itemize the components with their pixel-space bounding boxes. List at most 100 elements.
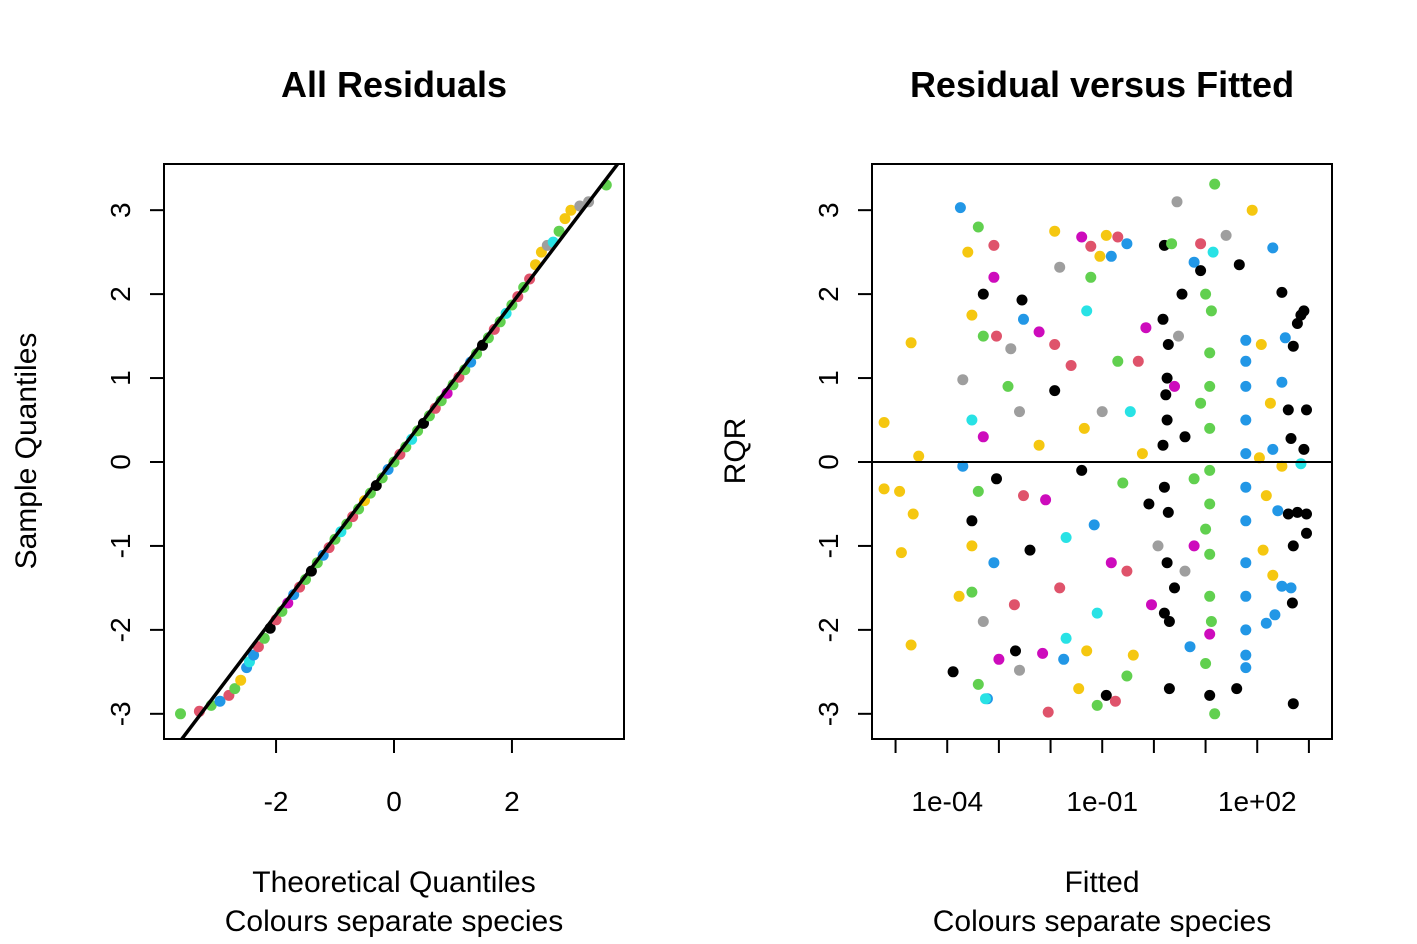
data-point [1033, 326, 1045, 338]
data-point [1161, 372, 1173, 384]
data-point [1204, 498, 1216, 510]
data-point [565, 204, 577, 216]
data-point [1171, 196, 1183, 208]
residual-fitted-x-axis: 1e-04 1e-01 1e+02 [894, 738, 1310, 817]
data-point [988, 557, 1000, 569]
data-point [1267, 443, 1279, 455]
x-tick-label: 2 [504, 786, 520, 817]
y-tick-label: -2 [813, 617, 844, 642]
data-point [905, 639, 917, 651]
data-point [988, 239, 1000, 251]
data-point [1096, 406, 1108, 418]
data-point [1127, 649, 1139, 661]
data-point [1121, 565, 1133, 577]
data-point [1220, 229, 1232, 241]
data-point [1200, 523, 1212, 535]
qq-plot-xlabel-line1: Theoretical Quantiles [252, 866, 535, 899]
data-point [1158, 607, 1170, 619]
data-point [1291, 318, 1303, 329]
data-point [1146, 599, 1157, 611]
residual-fitted-panel: Residual versus Fitted 1e-04 1e-01 1e+02 -… [719, 64, 1333, 938]
data-point [1081, 305, 1093, 317]
data-point [1161, 414, 1173, 426]
data-point [1240, 515, 1252, 527]
data-point [953, 590, 965, 602]
residual-fitted-title: Residual versus Fitted [910, 64, 1294, 105]
reference-line [180, 165, 620, 738]
data-point [957, 374, 969, 386]
data-point [1200, 658, 1212, 669]
data-point [1285, 433, 1297, 444]
data-point [1240, 557, 1252, 569]
data-point [1140, 322, 1152, 334]
data-point [553, 225, 565, 237]
data-point [214, 695, 226, 707]
data-point [977, 431, 989, 443]
data-point [1282, 508, 1294, 520]
data-point [1049, 385, 1061, 397]
data-point [1078, 422, 1090, 434]
y-tick-label: 1 [105, 370, 136, 386]
data-point [972, 678, 984, 690]
data-point [1204, 628, 1216, 640]
data-point [947, 666, 959, 678]
data-point [1195, 397, 1207, 409]
data-point [1301, 404, 1312, 416]
data-point [1253, 452, 1265, 464]
data-point [1042, 706, 1054, 718]
data-point [962, 246, 974, 258]
data-point [1295, 458, 1307, 470]
data-point [559, 213, 571, 225]
data-point [1205, 305, 1217, 317]
data-point [1291, 506, 1303, 518]
data-point [1121, 238, 1133, 250]
data-point [1065, 360, 1077, 371]
data-point [1121, 670, 1133, 682]
data-point [907, 508, 919, 520]
residual-fitted-area [873, 178, 1331, 720]
data-point [1286, 597, 1298, 609]
data-point [977, 330, 989, 342]
data-point [972, 485, 984, 497]
data-point [1276, 460, 1288, 472]
data-point [175, 708, 186, 720]
data-point [1002, 380, 1014, 392]
data-point [1301, 527, 1312, 539]
data-point [1282, 404, 1294, 416]
data-point [1279, 332, 1291, 344]
data-point [1010, 645, 1021, 657]
data-point [1109, 695, 1121, 707]
data-point [1091, 699, 1103, 711]
data-point [1091, 607, 1103, 619]
y-tick-label: 0 [813, 454, 844, 470]
y-tick-label: 2 [105, 286, 136, 302]
data-point [1188, 473, 1200, 485]
data-point [1176, 288, 1188, 300]
data-point [993, 653, 1005, 665]
data-point [1240, 481, 1252, 493]
data-point [1204, 422, 1216, 434]
data-point [1272, 505, 1284, 517]
data-point [1005, 343, 1017, 355]
data-point [1152, 540, 1164, 552]
data-point [1246, 204, 1258, 216]
y-tick-label: 0 [105, 454, 136, 470]
data-point [988, 271, 1000, 283]
qq-plot-title: All Residuals [281, 64, 507, 105]
residual-fitted-ylabel: RQR [719, 418, 752, 485]
y-tick-label: 2 [813, 286, 844, 302]
y-tick-label: -2 [105, 617, 136, 642]
data-point [894, 485, 906, 497]
data-point [1287, 540, 1299, 552]
data-point [1085, 240, 1097, 252]
y-tick-label: 1 [813, 370, 844, 386]
y-tick-label: 3 [813, 202, 844, 218]
data-point [1179, 565, 1191, 577]
data-point [1205, 616, 1217, 627]
data-point [1073, 683, 1085, 695]
data-point [1163, 683, 1175, 695]
qq-plot-panel: All Residuals -2 0 2 -3 -2 -1 0 1 2 3 Theoretica… [10, 64, 625, 938]
data-point [1240, 414, 1252, 426]
data-point [1163, 616, 1175, 627]
